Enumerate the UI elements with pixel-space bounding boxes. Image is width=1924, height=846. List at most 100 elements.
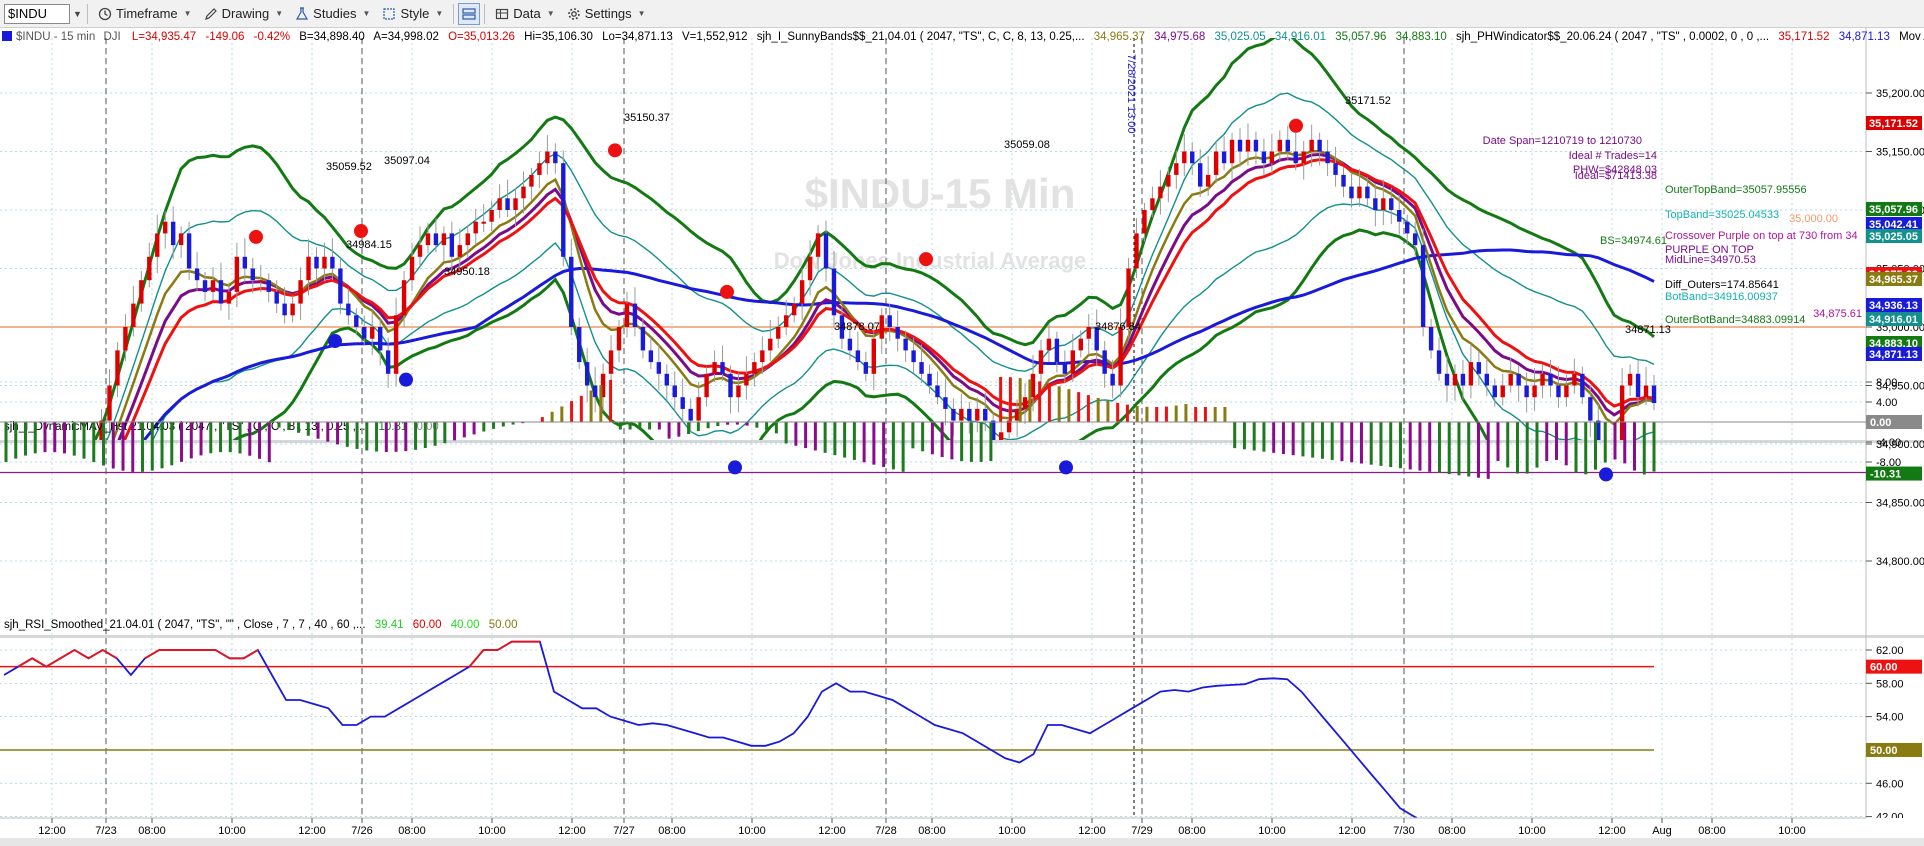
swing-low-dot[interactable] bbox=[1599, 467, 1613, 482]
swing-low-dot[interactable] bbox=[728, 460, 742, 475]
data-button[interactable]: Data ▼ bbox=[489, 3, 560, 25]
chart-canvas[interactable]: $INDU-15 Min Dow Jones Industrial Averag… bbox=[0, 28, 1924, 846]
toolbar: $INDU ▼ Timeframe ▼ Drawing ▼ Studies ▼ Sty… bbox=[0, 0, 1924, 28]
price-label-text: 34,965.37 bbox=[1869, 274, 1918, 286]
candle-up bbox=[147, 256, 152, 281]
candle-up bbox=[799, 280, 805, 304]
candle-up bbox=[393, 315, 399, 374]
candle-down bbox=[648, 350, 654, 363]
candle-down bbox=[1253, 139, 1259, 152]
candle-up bbox=[107, 385, 112, 421]
candle-down bbox=[935, 385, 940, 398]
hist-tick-label: -8.00 bbox=[1876, 457, 1901, 469]
candle-up bbox=[1182, 151, 1187, 164]
hist-axis[interactable]: 8.004.000.00-4.00-8.000.00-10.31 bbox=[1866, 377, 1922, 481]
layout-toggle-button[interactable] bbox=[458, 2, 481, 25]
info-purple-on-top: PURPLE ON TOP bbox=[1665, 244, 1754, 256]
candle-down bbox=[1325, 151, 1330, 164]
indicator-info: Date Span=1210719 to 1210730 Ideal # Tra… bbox=[1483, 135, 1858, 326]
chevron-down-icon: ▼ bbox=[183, 9, 192, 18]
info-phw: PHW=$42848.03 bbox=[1573, 164, 1657, 176]
chevron-down-icon: ▼ bbox=[435, 9, 444, 18]
price-tick-label: 34,800.00 bbox=[1876, 556, 1924, 568]
candle-down bbox=[847, 338, 853, 351]
horizontal-scrollbar[interactable] bbox=[0, 838, 1924, 846]
candle-down bbox=[1341, 174, 1346, 187]
swing-high-dot[interactable] bbox=[1289, 118, 1303, 133]
candle-up bbox=[1452, 373, 1458, 386]
price-tick-label: 34,900.00 bbox=[1876, 439, 1924, 451]
swing-high-dot[interactable] bbox=[249, 229, 263, 244]
info-bot-band: BotBand=34916.00937 bbox=[1665, 291, 1778, 303]
candle-down bbox=[1444, 373, 1450, 386]
flask-icon bbox=[296, 6, 309, 20]
candle-down bbox=[1102, 350, 1107, 374]
style-button[interactable]: Style ▼ bbox=[376, 3, 449, 25]
candle-up bbox=[370, 327, 375, 339]
panel-divider[interactable] bbox=[0, 635, 1924, 638]
header-s2-tail: Mov A... bbox=[1899, 31, 1924, 43]
swing-low-dot[interactable] bbox=[1059, 460, 1073, 475]
candle-up bbox=[696, 397, 701, 421]
candle-up bbox=[1070, 350, 1076, 374]
candle-up bbox=[409, 256, 415, 281]
rsi-hot-segment bbox=[215, 649, 231, 660]
candle-up bbox=[163, 221, 168, 234]
time-tick-label: Aug bbox=[1652, 825, 1672, 837]
time-tick-label: 08:00 bbox=[918, 825, 946, 837]
price-axis[interactable]: 35,200.0035,150.0035,100.0035,050.0035,0… bbox=[1866, 88, 1924, 568]
swing-low-dot[interactable] bbox=[399, 372, 413, 387]
settings-button[interactable]: Settings ▼ bbox=[561, 3, 652, 25]
rsi-value-3: 40.00 bbox=[451, 619, 480, 631]
candle-up bbox=[1269, 151, 1275, 164]
candle-up bbox=[1468, 362, 1474, 386]
rsi-value-1: 39.41 bbox=[375, 619, 404, 631]
drawing-button[interactable]: Drawing ▼ bbox=[198, 3, 290, 25]
candle-down bbox=[592, 385, 598, 398]
time-tick-label: 08:00 bbox=[1698, 825, 1726, 837]
rsi-tick-label: 54.00 bbox=[1876, 712, 1904, 724]
chevron-down-icon: ▼ bbox=[275, 9, 284, 18]
swing-high-dot[interactable] bbox=[919, 252, 933, 267]
price-label-text: 34,871.13 bbox=[1869, 349, 1918, 361]
timeframe-button[interactable]: Timeframe ▼ bbox=[92, 3, 198, 25]
candle-up bbox=[1150, 198, 1155, 210]
time-axis[interactable]: 12:00 7/23 08:00 10:00 12:00 7/26 08:00 10:00 12… bbox=[38, 818, 1806, 837]
candle-down bbox=[75, 467, 79, 479]
studies-button[interactable]: Studies ▼ bbox=[289, 3, 376, 25]
candle-up bbox=[465, 233, 470, 246]
swing-annotations: 35059.52 35097.04 35150.37 35059.08 3517… bbox=[326, 95, 1671, 336]
candle-up bbox=[12, 526, 16, 538]
info-bs: BS=34974.61 bbox=[1600, 235, 1667, 247]
hist-tick-label: 8.00 bbox=[1876, 377, 1897, 389]
symbol-color-swatch bbox=[2, 31, 12, 41]
candle-up bbox=[521, 186, 526, 199]
rsi-value-4: 50.00 bbox=[489, 619, 518, 631]
candle-up bbox=[791, 303, 797, 316]
panels-icon bbox=[462, 7, 476, 20]
candle-down bbox=[1428, 327, 1434, 351]
symbol-dropdown-icon[interactable]: ▼ bbox=[73, 8, 82, 19]
swing-high-dot[interactable] bbox=[608, 143, 622, 158]
candle-down bbox=[584, 362, 590, 386]
vertical-marker-label: 7/28/2021 13:00 bbox=[1125, 54, 1137, 134]
price-label-text: 34,916.01 bbox=[1869, 314, 1918, 326]
candle-down bbox=[83, 479, 87, 491]
swing-low-dot[interactable] bbox=[328, 334, 342, 349]
time-tick-label: 08:00 bbox=[658, 825, 686, 837]
candle-up bbox=[457, 245, 462, 257]
info-ideal-trades: Ideal # Trades=14 bbox=[1569, 150, 1657, 162]
info-ideal: Ideal=$71413.38 bbox=[1575, 170, 1657, 182]
rsi-hot-segment bbox=[144, 649, 160, 660]
candle-down bbox=[1221, 151, 1227, 164]
swing-high-label: 35171.52 bbox=[1345, 95, 1391, 107]
candle-up bbox=[975, 408, 980, 421]
rsi-axis[interactable]: 62.0058.0054.0050.0046.0042.0038.0060.00… bbox=[1866, 645, 1922, 846]
swing-high-dot[interactable] bbox=[354, 224, 368, 239]
symbol-input[interactable]: $INDU bbox=[4, 3, 70, 24]
candle-down bbox=[1460, 373, 1466, 386]
swing-high-label: 35059.52 bbox=[326, 161, 372, 173]
swing-high-dot[interactable] bbox=[720, 284, 734, 299]
rsi-tick-label: 46.00 bbox=[1876, 778, 1904, 790]
candle-up bbox=[1126, 268, 1131, 327]
